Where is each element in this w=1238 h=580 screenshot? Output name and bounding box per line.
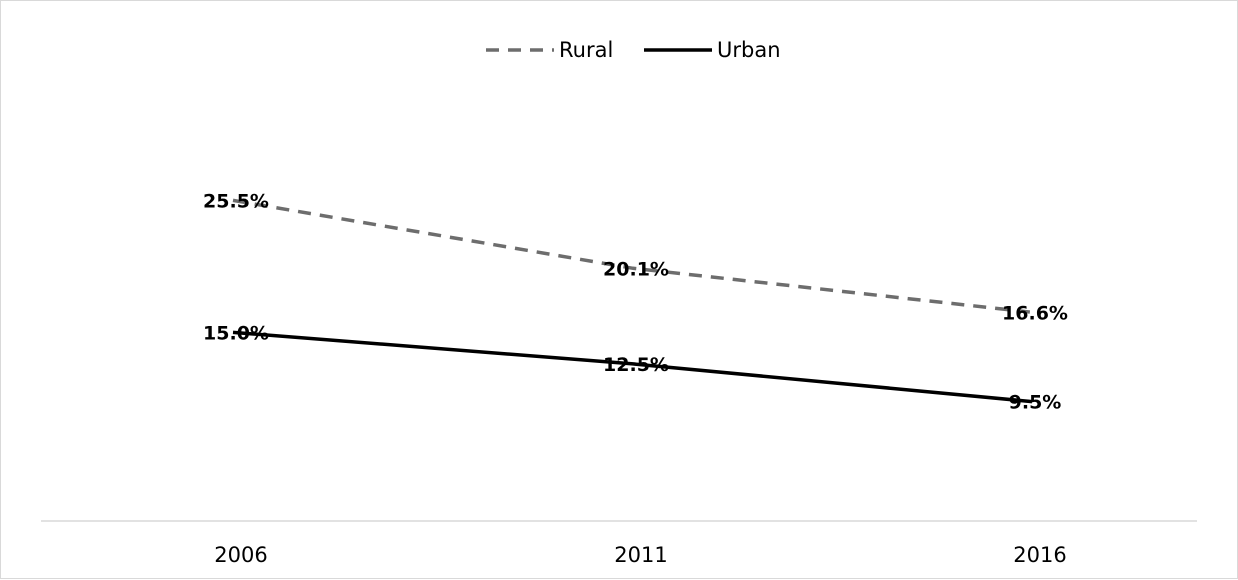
data-label-rural-2011: 20.1% — [603, 258, 669, 280]
data-label-urban-2016: 9.5% — [1009, 392, 1062, 414]
data-labels: 25.5% 20.1% 16.6% 15.0% 12.5% 9.5% — [203, 190, 1068, 413]
x-axis-ticks: 2006 2011 2016 — [214, 543, 1066, 567]
legend-label-urban: Urban — [717, 38, 781, 62]
legend: Rural Urban — [486, 38, 781, 62]
series-line-rural — [232, 198, 1033, 315]
data-label-urban-2011: 12.5% — [603, 354, 669, 376]
legend-label-rural: Rural — [559, 38, 613, 62]
x-tick-label-2016: 2016 — [1013, 543, 1066, 567]
data-label-rural-2006: 25.5% — [203, 190, 269, 212]
series-line-urban — [232, 330, 1033, 404]
x-tick-label-2011: 2011 — [614, 543, 667, 567]
data-label-rural-2016: 16.6% — [1002, 302, 1068, 324]
x-tick-label-2006: 2006 — [214, 543, 267, 567]
series-group — [232, 198, 1033, 404]
data-label-urban-2006: 15.0% — [203, 322, 269, 344]
